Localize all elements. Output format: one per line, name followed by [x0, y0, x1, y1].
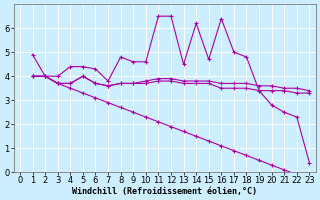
X-axis label: Windchill (Refroidissement éolien,°C): Windchill (Refroidissement éolien,°C) [72, 187, 257, 196]
